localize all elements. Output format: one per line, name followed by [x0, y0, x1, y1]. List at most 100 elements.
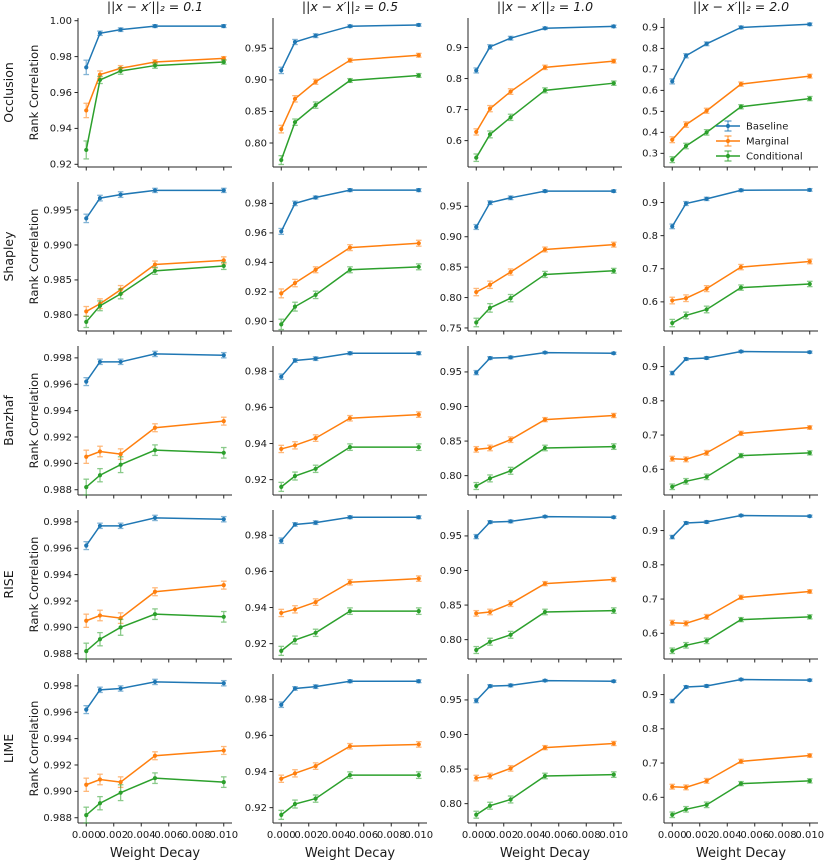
data-point: [542, 417, 548, 422]
legend-label: Marginal: [746, 137, 789, 148]
subplot-title: ||x − x′||₂ = 0.1: [107, 0, 203, 14]
data-point: [487, 106, 493, 111]
data-point: [292, 686, 298, 691]
x-tick-label: 0.006: [349, 830, 378, 841]
series-line: [475, 82, 614, 159]
y-tick-label: 0.80: [440, 471, 462, 482]
data-point: [807, 187, 812, 193]
data-point: [704, 802, 709, 807]
data-point: [508, 468, 513, 473]
series-conditional: [669, 450, 813, 491]
data-point: [670, 320, 675, 326]
data-point: [611, 741, 616, 746]
y-tick-label: 0.95: [440, 695, 462, 706]
data-point: [738, 677, 744, 682]
data-point: [508, 519, 513, 524]
data-point: [611, 189, 616, 194]
data-point: [683, 479, 689, 484]
data-point: [508, 632, 513, 637]
series-marginal: [473, 412, 617, 453]
data-point: [347, 351, 353, 356]
series-marginal: [669, 258, 813, 305]
data-point: [683, 643, 689, 648]
data-point: [542, 773, 548, 779]
series-marginal: [473, 58, 617, 136]
series-line: [85, 517, 224, 547]
data-point: [347, 679, 353, 684]
data-point: [670, 698, 675, 704]
data-point: [152, 589, 158, 594]
series-conditional: [83, 608, 227, 660]
data-point: [347, 267, 353, 272]
data-point: [313, 33, 318, 38]
data-point: [347, 744, 353, 749]
data-point: [683, 807, 689, 812]
data-point: [416, 773, 421, 778]
data-point: [487, 773, 493, 779]
data-point: [704, 355, 709, 361]
x-tick-label: 0.010: [209, 830, 238, 841]
data-point: [347, 78, 353, 83]
subplot-banzhaf-col2: 0.80 0.85 0.90 0.95: [440, 346, 622, 499]
data-point: [313, 103, 318, 108]
subplot-occlusion-col2: 0.6 0.7 0.8 0.9 ||x − x′||₂ = 1.0: [446, 0, 622, 171]
y-tick-label: 0.95: [440, 367, 462, 378]
subplot-shapley-col0: 0.980 0.985 0.990 0.995 Shapley Rank Correlat…: [1, 182, 232, 335]
y-tick-label: 0.85: [440, 436, 462, 447]
series-line: [280, 774, 419, 816]
data-point: [670, 157, 675, 162]
series-marginal: [83, 416, 227, 465]
x-axis-label: Weight Decay: [110, 846, 201, 861]
data-point: [611, 608, 616, 613]
y-tick-label: 0.6: [642, 297, 658, 308]
row-label: RISE: [1, 570, 16, 598]
data-point: [542, 247, 548, 252]
data-point: [807, 259, 812, 264]
y-tick-label: 0.992: [43, 760, 72, 771]
series-baseline: [83, 350, 227, 387]
data-point: [542, 445, 548, 451]
data-point: [118, 291, 123, 297]
series-baseline: [669, 513, 813, 540]
y-tick-label: 0.9: [642, 362, 658, 373]
data-point: [84, 707, 89, 712]
data-point: [97, 637, 103, 642]
series-line: [85, 61, 224, 151]
series-line: [280, 74, 419, 161]
series-baseline: [669, 349, 813, 376]
series-line: [85, 681, 224, 711]
data-point: [279, 702, 284, 707]
data-point: [474, 647, 479, 653]
data-point: [542, 65, 548, 70]
data-point: [313, 764, 318, 769]
data-point: [683, 520, 689, 526]
x-tick-label: 0.006: [740, 830, 769, 841]
y-tick-label: 0.85: [440, 262, 462, 273]
y-tick-label: 0.90: [440, 730, 462, 741]
data-point: [97, 195, 103, 201]
legend: Baseline Marginal Conditional: [716, 120, 803, 163]
x-tick-label: 0.000: [267, 830, 296, 841]
series-conditional: [278, 72, 422, 166]
subplot-lime-col2: 0.80 0.85 0.90 0.95 0.0000.0020.0040.0060.00…: [440, 674, 628, 861]
data-point: [474, 224, 479, 230]
data-point: [279, 484, 284, 489]
data-point: [97, 801, 103, 806]
data-point: [474, 289, 479, 295]
data-point: [683, 53, 689, 58]
x-tick-label: 0.008: [182, 830, 211, 841]
data-point: [704, 196, 709, 201]
y-tick-label: 0.985: [43, 275, 72, 286]
y-tick-label: 0.96: [245, 567, 267, 578]
series-line: [475, 60, 614, 133]
series-marginal: [669, 753, 813, 791]
x-tick-label: 0.006: [154, 830, 183, 841]
data-point: [807, 281, 812, 287]
x-axis-label: Weight Decay: [696, 846, 787, 861]
series-marginal: [278, 52, 422, 134]
data-point: [152, 776, 158, 781]
y-tick-label: 0.994: [43, 406, 72, 417]
data-point: [683, 457, 689, 462]
data-point: [611, 413, 616, 418]
series-line: [671, 23, 810, 82]
